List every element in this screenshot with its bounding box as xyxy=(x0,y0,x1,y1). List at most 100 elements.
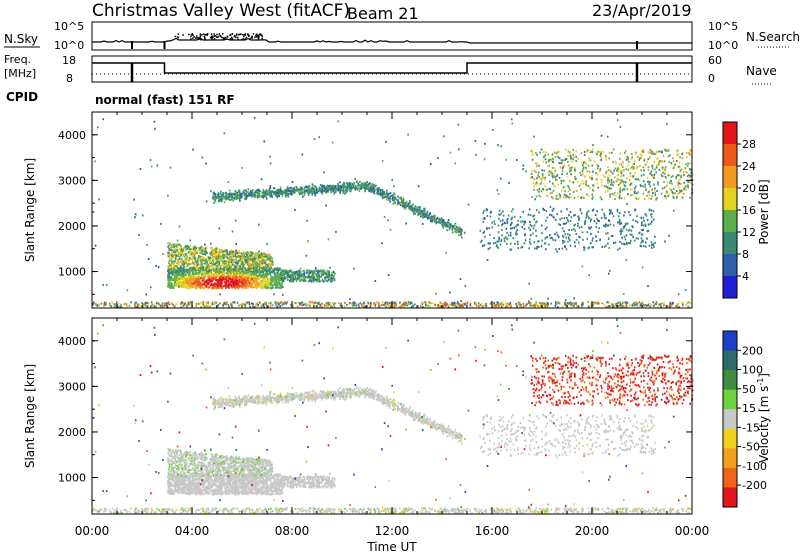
power-cell xyxy=(241,277,243,280)
power-cell xyxy=(274,284,276,286)
power-cell xyxy=(251,251,254,254)
power-cell xyxy=(223,256,226,259)
power-cell xyxy=(98,304,101,307)
power-cell xyxy=(215,248,217,251)
nsky-point xyxy=(198,37,200,39)
power-cell xyxy=(394,193,396,196)
power-cell xyxy=(331,302,334,304)
power-cell xyxy=(589,304,591,307)
power-cell xyxy=(313,190,315,193)
power-cell xyxy=(382,192,384,195)
power-cell xyxy=(196,302,199,305)
power-cell xyxy=(216,261,218,264)
power-cell xyxy=(379,304,381,307)
power-cell xyxy=(200,247,203,250)
power-cell xyxy=(218,272,221,275)
power-cell xyxy=(187,265,190,268)
power-cell xyxy=(334,272,336,275)
power-cell xyxy=(178,271,181,273)
power-cell xyxy=(171,278,174,281)
power-cell xyxy=(298,277,301,280)
power-cell xyxy=(504,302,507,305)
power-cell xyxy=(220,256,222,259)
power-cell xyxy=(225,283,227,286)
nsky-point xyxy=(216,36,219,38)
power-cell xyxy=(245,285,248,288)
power-cell xyxy=(277,286,279,289)
power-cell xyxy=(394,197,397,199)
power-cell xyxy=(171,263,173,266)
power-cell xyxy=(353,186,355,189)
power-cell xyxy=(167,275,169,278)
power-cell xyxy=(243,277,245,280)
power-cell xyxy=(219,269,221,272)
power-cell xyxy=(232,199,235,202)
power-cell xyxy=(171,253,173,256)
power-cell xyxy=(255,264,258,267)
power-cell xyxy=(633,302,636,305)
power-cell xyxy=(194,252,197,255)
power-cell xyxy=(634,303,637,306)
power-cell xyxy=(242,270,244,273)
power-cell xyxy=(458,226,461,229)
power-cell xyxy=(92,303,94,306)
power-cell xyxy=(318,274,320,277)
power-cell xyxy=(218,280,221,283)
power-cell xyxy=(213,252,216,255)
power-cell xyxy=(452,224,454,227)
power-cell xyxy=(229,267,232,269)
power-cell xyxy=(245,189,247,192)
power-cell xyxy=(478,305,480,308)
power-cell xyxy=(312,184,314,187)
power-cell xyxy=(292,279,294,282)
power-cell xyxy=(287,195,290,198)
power-cell xyxy=(265,193,267,196)
power-cell xyxy=(197,257,200,260)
power-cell xyxy=(481,306,483,309)
power-cell xyxy=(301,272,303,275)
power-cell xyxy=(296,305,299,308)
power-cell xyxy=(386,302,388,305)
power-cell xyxy=(258,254,260,257)
nsky-point xyxy=(245,36,248,39)
power-cell xyxy=(435,217,438,220)
power-cell xyxy=(298,302,301,305)
power-cell xyxy=(595,302,597,305)
power-cell xyxy=(271,257,273,260)
power-cell xyxy=(187,279,189,282)
power-cell xyxy=(168,242,170,245)
power-cell xyxy=(175,267,178,270)
power-cell xyxy=(173,273,175,276)
power-cell xyxy=(307,187,309,190)
nsky-point xyxy=(233,35,236,38)
power-cell xyxy=(663,304,665,307)
power-cell xyxy=(253,272,255,275)
power-cell xyxy=(206,279,209,282)
power-cell xyxy=(333,192,336,195)
power-cell xyxy=(320,302,323,305)
power-cell xyxy=(242,280,244,283)
power-cell xyxy=(244,197,246,200)
power-cell xyxy=(231,271,233,274)
power-cell xyxy=(302,272,304,275)
power-cell xyxy=(329,278,331,281)
power-cell xyxy=(257,195,259,198)
power-cell xyxy=(193,269,196,272)
power-cell xyxy=(316,275,318,278)
power-cell xyxy=(393,200,395,203)
power-cell xyxy=(301,301,304,304)
power-cell xyxy=(277,275,280,278)
power-cell xyxy=(265,275,268,278)
power-cell xyxy=(276,272,278,274)
power-cell xyxy=(197,282,199,285)
power-cell xyxy=(310,275,313,277)
nsky-point xyxy=(204,38,206,40)
power-cell xyxy=(196,252,199,254)
power-cell xyxy=(231,267,234,269)
power-cell xyxy=(186,283,189,286)
power-cell xyxy=(237,193,239,196)
power-cell xyxy=(230,268,233,271)
power-cell xyxy=(259,271,262,274)
power-cell xyxy=(297,271,300,274)
power-cell xyxy=(170,267,173,270)
